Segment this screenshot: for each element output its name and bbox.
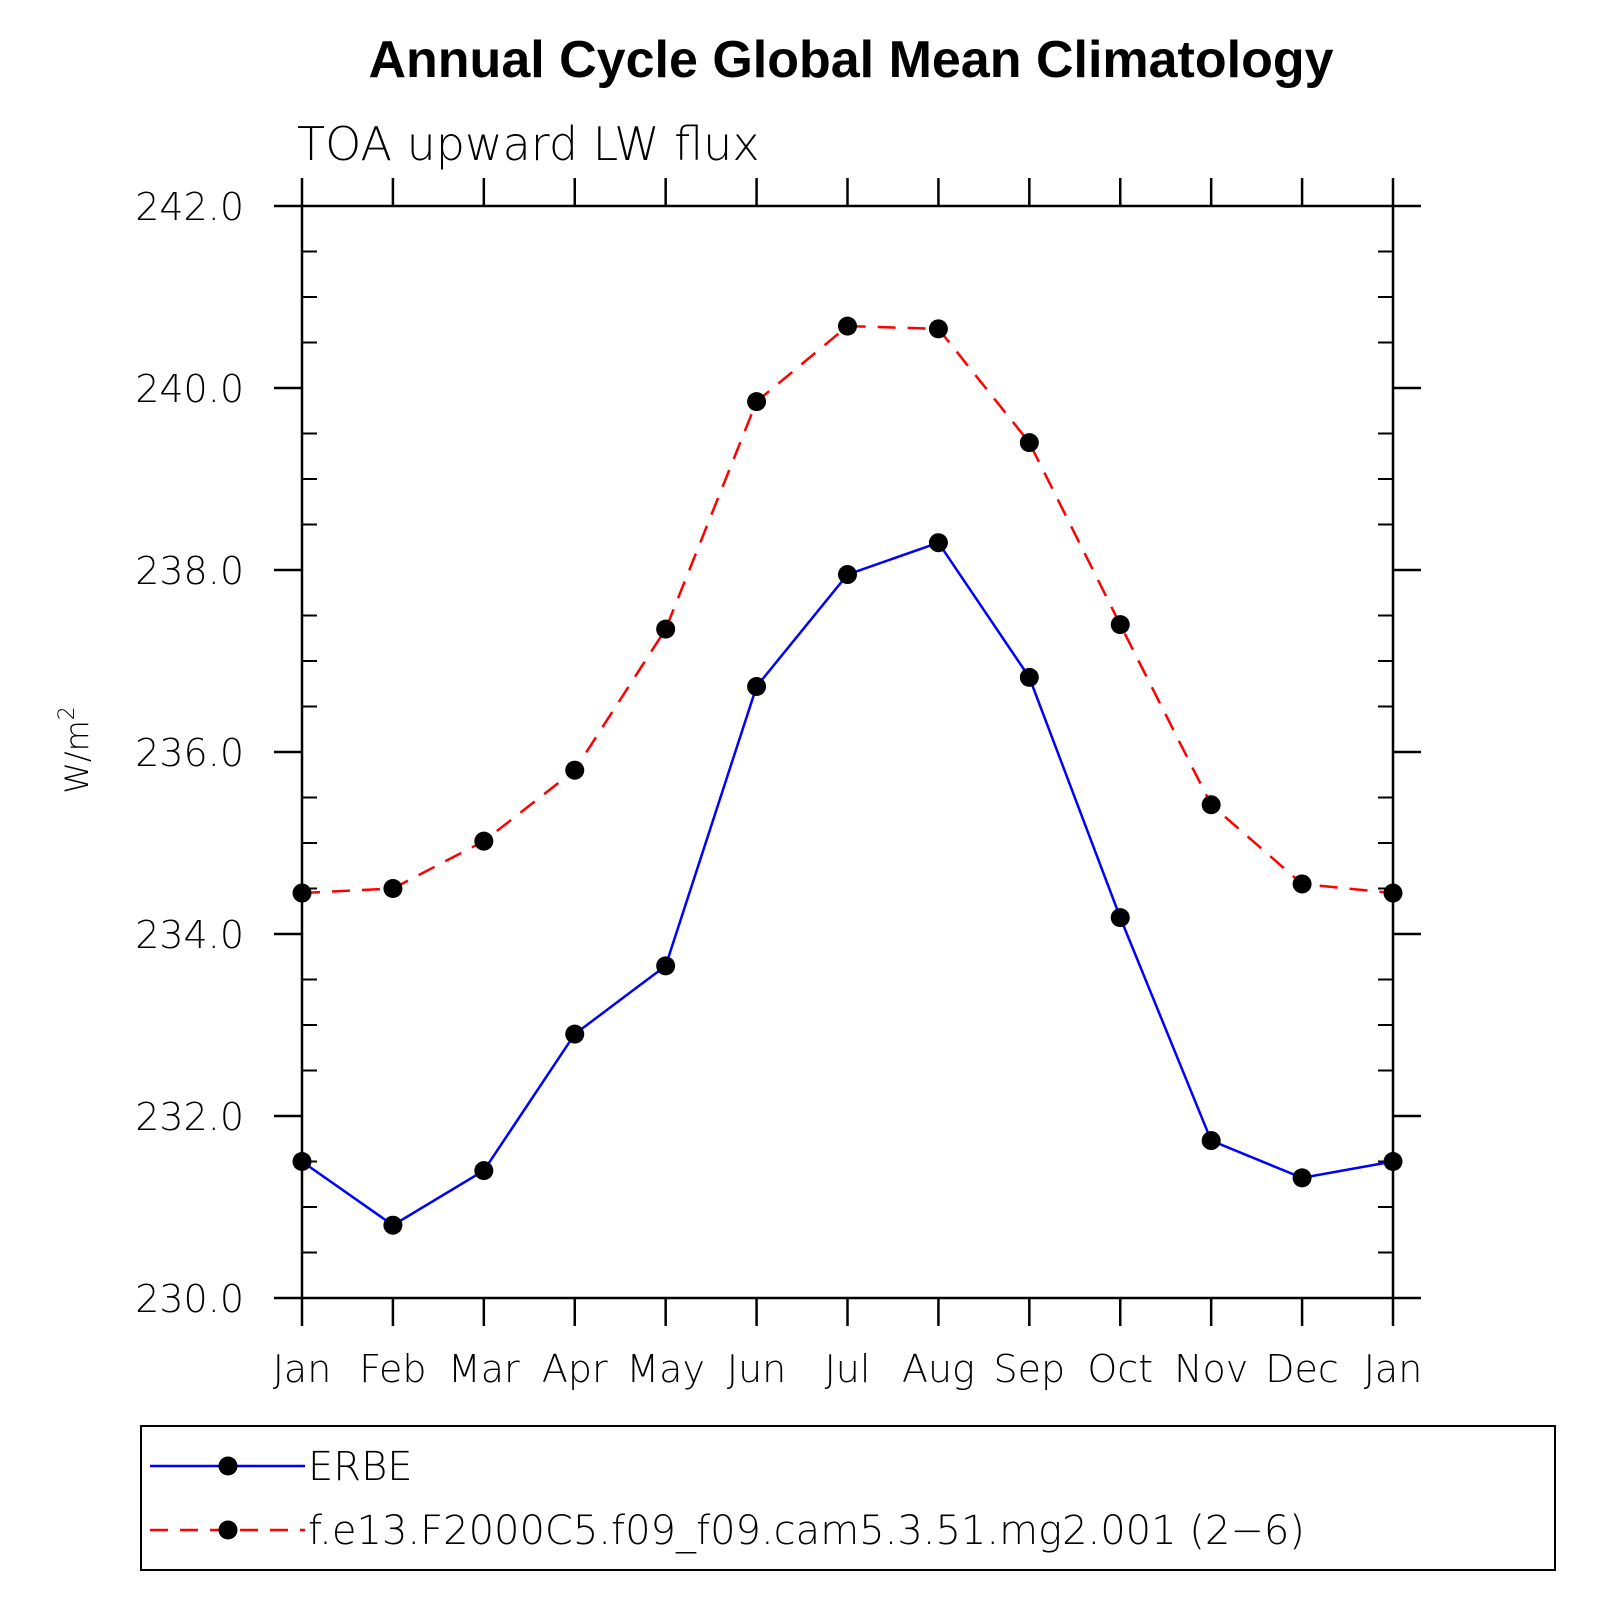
- x-tick-label: Feb: [359, 1347, 426, 1391]
- data-point: [474, 831, 494, 851]
- data-point: [383, 1215, 403, 1235]
- data-point: [1383, 883, 1403, 903]
- series-1: [292, 533, 1403, 1235]
- x-tick-label: Jul: [825, 1347, 871, 1391]
- legend-marker: [218, 1456, 238, 1476]
- data-point: [474, 1161, 494, 1181]
- series-line: [301, 324, 1394, 895]
- data-point: [1201, 1131, 1221, 1151]
- series-2: [292, 316, 1403, 903]
- x-tick-label: Jan: [273, 1347, 332, 1391]
- x-tick-label: Dec: [1265, 1347, 1339, 1391]
- data-point: [565, 760, 585, 780]
- data-point: [747, 392, 767, 412]
- legend-label: ERBE: [308, 1444, 413, 1490]
- legend: ERBE f.e13.F2000C5.f09_f09.cam5.3.51.mg2.…: [140, 1425, 1556, 1571]
- y-axis-title: W/m2: [55, 706, 96, 794]
- data-point: [1019, 433, 1039, 453]
- y-axis-label-unit: W/m: [58, 720, 96, 794]
- x-tick-label: Sep: [994, 1347, 1066, 1391]
- y-tick-label: 240.0: [135, 367, 244, 411]
- data-point: [656, 956, 676, 976]
- plot-frame: [300, 204, 1395, 1300]
- y-axis-label: W/m2: [55, 706, 96, 794]
- data-point: [928, 533, 948, 553]
- data-point: [928, 319, 948, 339]
- series-line: [301, 541, 1394, 1227]
- y-tick-label: 234.0: [135, 913, 244, 957]
- x-tick-label: Nov: [1174, 1347, 1248, 1391]
- y-tick-label: 230.0: [135, 1277, 244, 1321]
- y-tick-label: 236.0: [135, 731, 244, 775]
- data-point: [1383, 1152, 1403, 1171]
- data-point: [1019, 667, 1039, 687]
- data-point: [1292, 1168, 1312, 1188]
- chart-title: Annual Cycle Global Mean Climatology: [368, 31, 1333, 89]
- legend-marker: [218, 1520, 238, 1540]
- data-point: [838, 565, 857, 585]
- x-tick-label: Jan: [1364, 1347, 1423, 1391]
- data-point: [838, 316, 857, 336]
- data-point: [1110, 615, 1130, 635]
- data-point: [747, 676, 767, 696]
- x-tick-label: Aug: [902, 1347, 975, 1391]
- x-tick-label: Oct: [1087, 1347, 1153, 1391]
- y-axis-label-exponent: 2: [55, 706, 80, 720]
- data-point: [1292, 874, 1312, 894]
- axes-layer: 230.0 232.0 234.0 236.0 238.0 240.0 242.0 Jan Fe…: [135, 178, 1422, 1391]
- x-tick-label: Mar: [448, 1347, 520, 1391]
- x-tick-label: May: [626, 1347, 705, 1391]
- data-point: [292, 1152, 312, 1171]
- chart-subtitle: TOA upward LW flux: [297, 117, 760, 171]
- y-tick-label: 232.0: [135, 1095, 244, 1139]
- data-point: [1201, 795, 1221, 815]
- legend-label: f.e13.F2000C5.f09_f09.cam5.3.51.mg2.001 …: [308, 1508, 1305, 1554]
- data-point: [1110, 908, 1130, 928]
- data-point: [565, 1024, 585, 1044]
- data-point: [383, 879, 403, 898]
- y-tick-label: 238.0: [135, 549, 244, 593]
- x-tick-label: Apr: [542, 1347, 608, 1391]
- data-point: [292, 883, 312, 903]
- series-layer: [292, 316, 1403, 1235]
- x-tick-label: Jun: [727, 1347, 786, 1391]
- legend-box: [140, 1425, 1556, 1571]
- data-point: [656, 619, 676, 639]
- y-tick-label: 242.0: [135, 185, 244, 229]
